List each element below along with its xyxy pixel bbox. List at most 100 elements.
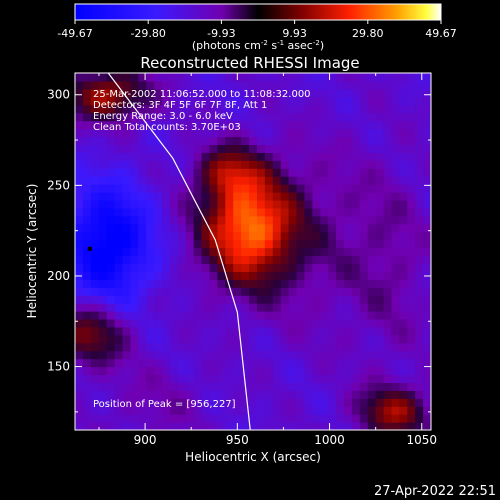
heatmap-pixel xyxy=(82,192,92,201)
heatmap-pixel xyxy=(351,263,361,272)
heatmap-pixel xyxy=(359,311,369,320)
heatmap-pixel xyxy=(75,239,84,249)
heatmap-pixel xyxy=(264,112,274,122)
heatmap-pixel xyxy=(264,374,274,383)
heatmap-pixel xyxy=(423,303,431,312)
heatmap-pixel xyxy=(233,223,242,233)
heatmap-pixel xyxy=(391,247,400,257)
heatmap-pixel xyxy=(328,192,337,201)
heatmap-pixel xyxy=(114,192,124,201)
heatmap-pixel xyxy=(359,160,369,169)
heatmap-pixel xyxy=(415,176,424,185)
heatmap-pixel xyxy=(256,136,266,145)
heatmap-pixel xyxy=(375,406,385,415)
heatmap-pixel xyxy=(407,255,416,264)
heatmap-pixel xyxy=(399,374,408,383)
heatmap-pixel xyxy=(399,295,408,304)
heatmap-pixel xyxy=(146,374,155,383)
heatmap-pixel xyxy=(90,192,100,201)
heatmap-pixel xyxy=(82,390,92,399)
axis-ticks xyxy=(75,73,431,430)
heatmap-pixel xyxy=(75,366,84,376)
heatmap-pixel xyxy=(130,311,139,320)
heatmap-pixel xyxy=(201,168,211,177)
heatmap-pixel xyxy=(90,358,100,368)
heatmap-pixel xyxy=(185,279,195,288)
heatmap-pixel xyxy=(280,287,290,296)
heatmap-pixel xyxy=(383,104,393,114)
heatmap-pixel xyxy=(399,406,408,415)
heatmap-pixel xyxy=(407,422,416,430)
heatmap-pixel xyxy=(185,255,195,264)
heatmap-pixel xyxy=(407,128,416,138)
heatmap-pixel xyxy=(146,366,155,376)
heatmap-pixel xyxy=(272,271,282,280)
heatmap-pixel xyxy=(130,120,139,130)
heatmap-pixel xyxy=(304,311,313,320)
heatmap-pixel xyxy=(193,398,203,407)
heatmap-pixel xyxy=(122,350,131,360)
heatmap-pixel xyxy=(154,406,163,415)
heatmap-pixel xyxy=(415,104,424,114)
heatmap-pixel xyxy=(241,374,250,383)
heatmap-pixel xyxy=(130,406,139,415)
heatmap-pixel xyxy=(280,176,290,185)
heatmap-pixel xyxy=(122,184,131,193)
heatmap-pixel xyxy=(359,104,369,114)
heatmap-pixel xyxy=(399,144,408,153)
heatmap-pixel xyxy=(98,207,108,217)
heatmap-pixel xyxy=(312,326,321,336)
heatmap-pixel xyxy=(241,120,250,130)
heatmap-pixel xyxy=(122,223,131,233)
heatmap-pixel xyxy=(138,223,147,233)
heatmap-pixel xyxy=(320,398,329,407)
heatmap-pixel xyxy=(415,207,424,217)
heatmap-pixel xyxy=(383,334,393,344)
heatmap-pixel xyxy=(209,303,218,312)
heatmap-pixel xyxy=(154,263,163,272)
heatmap-pixel xyxy=(177,184,187,193)
heatmap-pixel xyxy=(177,350,187,360)
heatmap-pixel xyxy=(146,128,155,138)
heatmap-pixel xyxy=(288,239,298,249)
heatmap-pixel xyxy=(280,295,290,304)
heatmap-pixel xyxy=(351,168,361,177)
heatmap-pixel xyxy=(359,192,369,201)
heatmap-pixel xyxy=(146,184,155,193)
heatmap-pixel xyxy=(288,184,298,193)
heatmap-pixel xyxy=(423,199,431,209)
heatmap-pixel xyxy=(375,279,385,288)
heatmap-pixel xyxy=(375,374,385,383)
heatmap-pixel xyxy=(241,263,250,272)
heatmap-pixel xyxy=(343,247,353,257)
heatmap-pixel xyxy=(217,88,226,98)
heatmap-pixel xyxy=(241,326,250,336)
heatmap-pixel xyxy=(241,303,250,312)
heatmap-pixel xyxy=(90,334,100,344)
heatmap-pixel xyxy=(193,390,203,399)
heatmap-pixel xyxy=(256,422,266,430)
heatmap-pixel xyxy=(296,390,306,399)
heatmap-pixel xyxy=(407,279,416,288)
heatmap-pixel xyxy=(225,398,234,407)
heatmap-pixel xyxy=(367,112,377,122)
heatmap-pixel xyxy=(336,358,345,368)
heatmap-pixel xyxy=(225,231,234,241)
heatmap-pixel xyxy=(391,144,400,153)
heatmap-pixel xyxy=(82,398,92,407)
heatmap-pixel xyxy=(177,136,187,145)
heatmap-pixel xyxy=(264,422,274,430)
heatmap-pixel xyxy=(185,263,195,272)
heatmap-pixel xyxy=(272,366,282,376)
heatmap-pixel xyxy=(280,73,290,82)
heatmap-pixel xyxy=(98,311,108,320)
heatmap-pixel xyxy=(90,104,100,114)
heatmap-pixel xyxy=(415,374,424,383)
heatmap-pixel xyxy=(217,382,226,391)
heatmap-pixel xyxy=(225,318,234,328)
heatmap-pixel xyxy=(256,120,266,130)
heatmap-pixel xyxy=(209,207,218,217)
heatmap-pixel xyxy=(130,88,139,98)
heatmap-pixel xyxy=(98,398,108,407)
heatmap-pixel xyxy=(336,136,345,145)
